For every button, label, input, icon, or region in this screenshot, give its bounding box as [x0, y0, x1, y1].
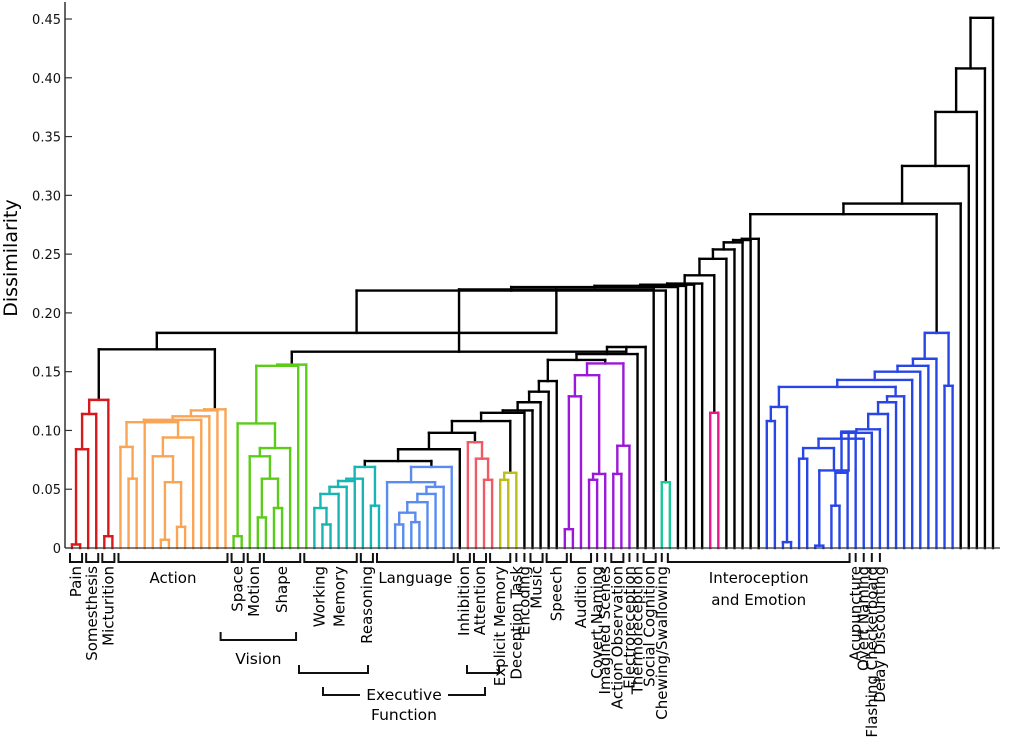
y-tick-label: 0.25: [32, 248, 61, 263]
y-axis-title: Dissimilarity: [0, 199, 22, 316]
leaf-label: Overt Naming: [855, 566, 873, 671]
leaf-bracket: [472, 553, 488, 563]
y-tick-label: 0.05: [32, 483, 61, 498]
leaf-bracket: [545, 553, 568, 563]
leaf-bracket: [303, 553, 358, 563]
leaf-label: Thermoreception: [629, 566, 647, 695]
leaf-label: Encoding: [515, 566, 533, 635]
leaf-bracket: [230, 553, 245, 563]
leaf-label: Somesthesis: [83, 566, 101, 661]
leaf-bracket: [117, 553, 229, 563]
y-tick-label: 0.20: [32, 307, 61, 322]
leaf-label: Micturition: [99, 566, 117, 646]
leaf-label: Inhibition: [455, 566, 473, 636]
leaf-label: Delay Discounting: [871, 566, 889, 703]
leaf-label: Imagined Scenes: [596, 566, 614, 695]
leaf-bracket: [610, 553, 625, 563]
group-label-vision: Vision: [235, 650, 281, 668]
leaf-label: Electroreception: [620, 566, 638, 689]
leaf-label: Explicit Memory: [491, 566, 509, 686]
leaf-bracket: [376, 553, 455, 563]
group-label-executive-function: Executive Function: [366, 686, 441, 724]
leaf-label-line: Interoception: [709, 569, 809, 587]
leaf-bracket: [642, 553, 657, 563]
leaf-label: Language: [378, 569, 452, 587]
leaf-bracket: [69, 553, 84, 563]
leaf-label: Motion: [245, 566, 263, 617]
leaf-label: Action: [149, 569, 196, 587]
leaf-label: Covert Naming: [588, 566, 606, 679]
exec-bracket-right: [466, 665, 500, 674]
group-label-line: Executive: [366, 686, 441, 704]
leaf-label: Flashing Checkerboard: [863, 566, 881, 738]
leaf-label-line: and Emotion: [711, 591, 806, 609]
leaf-bracket: [85, 553, 100, 563]
vision-bracket: [219, 632, 298, 641]
y-tick-label: 0.30: [32, 189, 61, 204]
leaf-bracket: [262, 553, 302, 563]
leaf-label: Working Memory: [311, 566, 349, 627]
leaf-bracket: [359, 553, 374, 563]
leaf-label: Deception Task: [507, 566, 525, 680]
leaf-label: Music: [528, 566, 546, 609]
leaf-label: Interoception and Emotion: [709, 569, 809, 609]
leaf-label: Pain: [67, 566, 85, 597]
leaf-label: Social Cognition: [641, 566, 659, 687]
y-tick-label: 0.35: [32, 131, 61, 146]
leaf-label: Speech: [548, 566, 566, 621]
y-tick-label: 0.45: [32, 13, 61, 28]
y-axis: 0 0.05 0.10 0.15 0.20 0.25 0.30 0.35 0.40 0.45: [32, 2, 72, 557]
exec-bracket-bottom-left: [322, 687, 360, 696]
exec-bracket-left: [298, 665, 369, 674]
leaf-label-line: Working: [311, 566, 329, 627]
group-label-line: Function: [371, 706, 437, 724]
leaf-bracket: [666, 553, 851, 563]
leaf-bracket: [246, 553, 261, 563]
leaf-bracket: [569, 553, 593, 563]
leaf-label: Audition: [572, 566, 590, 628]
dendrogram-links: [70, 16, 995, 550]
y-tick-label: 0.10: [32, 424, 61, 439]
leaf-label: Reasoning: [358, 566, 376, 644]
leaf-brackets: [69, 553, 881, 563]
leaf-label-line: Memory: [331, 566, 349, 627]
leaf-label: Acupuncture: [847, 566, 865, 661]
exec-bracket-bottom-right: [448, 687, 486, 696]
y-tick-label: 0.15: [32, 366, 61, 381]
leaf-bracket: [456, 553, 471, 563]
leaf-bracket: [529, 553, 544, 563]
group-labels: Vision Executive Function: [219, 632, 500, 724]
leaf-label: Action Observation: [608, 566, 626, 709]
leaf-label: Space: [229, 566, 247, 612]
leaf-label: Shape: [273, 566, 291, 613]
y-tick-label: 0: [53, 542, 61, 557]
leaf-label: Attention: [471, 566, 489, 635]
leaf-label: Chewing/Swallowing: [653, 566, 671, 720]
leaf-bracket: [101, 553, 116, 563]
leaf-bracket: [489, 553, 512, 563]
y-tick-label: 0.40: [32, 72, 61, 87]
